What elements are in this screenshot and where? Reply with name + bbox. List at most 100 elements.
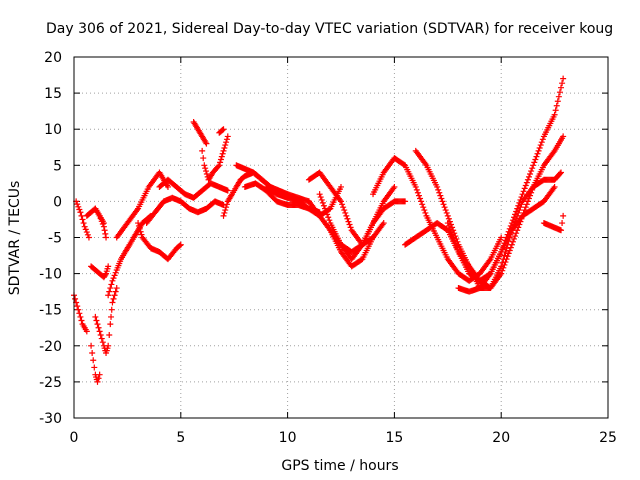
data-point	[135, 220, 142, 227]
data-point	[203, 170, 210, 177]
data-point	[109, 277, 116, 284]
data-point	[106, 288, 113, 295]
data-point	[98, 335, 105, 342]
data-point	[439, 198, 446, 205]
data-point	[511, 235, 518, 242]
data-point	[339, 201, 346, 208]
data-point	[380, 220, 387, 227]
data-point	[82, 226, 89, 233]
data-point	[340, 204, 347, 211]
data-point	[344, 215, 351, 222]
data-point	[164, 183, 171, 190]
data-point	[321, 205, 328, 212]
data-point	[347, 224, 354, 231]
y-tick-label: 5	[53, 158, 62, 174]
data-point	[525, 173, 532, 180]
data-point	[521, 185, 528, 192]
data-point	[137, 228, 144, 235]
data-point	[96, 328, 103, 335]
data-point	[135, 222, 142, 229]
data-point	[105, 292, 112, 299]
series-arc-13	[190, 118, 210, 147]
data-points	[71, 75, 567, 385]
data-point	[75, 306, 82, 313]
data-point	[444, 220, 451, 227]
data-point	[558, 84, 565, 91]
data-point	[98, 218, 105, 225]
data-point	[555, 93, 562, 100]
data-point	[74, 303, 81, 310]
data-point	[92, 313, 99, 320]
data-point	[534, 150, 541, 157]
data-point	[177, 241, 184, 248]
data-point	[557, 170, 564, 177]
series-arc-22	[327, 220, 387, 270]
data-point	[203, 140, 210, 147]
data-point	[506, 247, 513, 254]
data-point	[108, 313, 115, 320]
data-point	[222, 207, 229, 214]
x-tick-label: 15	[385, 430, 403, 446]
data-point	[558, 227, 565, 234]
series-arc-4	[88, 263, 112, 281]
data-point	[415, 192, 422, 199]
data-point	[518, 201, 525, 208]
data-point	[220, 212, 227, 219]
data-point	[221, 144, 228, 151]
data-point	[446, 225, 453, 232]
data-point	[88, 342, 95, 349]
data-point	[99, 339, 106, 346]
data-point	[74, 201, 81, 208]
data-point	[533, 153, 540, 160]
series-arc-24	[370, 155, 505, 284]
data-point	[391, 183, 398, 190]
data-point	[106, 331, 113, 338]
data-point	[108, 281, 115, 288]
data-point	[111, 272, 118, 279]
data-point	[558, 169, 565, 176]
data-point	[107, 321, 114, 328]
data-point	[552, 107, 559, 114]
data-point	[138, 231, 145, 238]
data-point	[220, 126, 227, 133]
data-point	[402, 198, 409, 205]
y-tick-label: -10	[39, 267, 62, 283]
data-point	[72, 295, 79, 302]
data-point	[498, 234, 505, 241]
data-point	[219, 150, 226, 157]
data-point	[224, 133, 231, 140]
data-point	[78, 212, 85, 219]
data-point	[515, 209, 522, 216]
data-point	[113, 285, 120, 292]
series-arc-2	[73, 198, 92, 241]
x-tick-label: 0	[70, 430, 79, 446]
y-tick-label: -30	[39, 411, 62, 427]
data-point	[537, 142, 544, 149]
data-point	[454, 246, 461, 253]
data-point	[222, 142, 229, 149]
data-point	[538, 139, 545, 146]
data-point	[110, 295, 117, 302]
data-point	[83, 328, 90, 335]
data-point	[500, 256, 507, 263]
data-point	[436, 189, 443, 196]
data-point	[94, 378, 101, 385]
data-point	[78, 317, 85, 324]
data-point	[532, 156, 539, 163]
data-point	[324, 211, 331, 218]
data-point	[560, 75, 567, 82]
data-point	[108, 306, 115, 313]
y-tick-label: -20	[39, 339, 62, 355]
data-point	[220, 147, 227, 154]
data-point	[94, 321, 101, 328]
data-point	[110, 275, 117, 282]
data-point	[200, 155, 207, 162]
data-point	[443, 209, 450, 216]
data-point	[223, 204, 230, 211]
data-point	[102, 271, 109, 278]
series-arc-15	[216, 126, 227, 136]
data-point	[499, 259, 506, 266]
data-point	[96, 212, 103, 219]
data-point	[203, 168, 210, 175]
